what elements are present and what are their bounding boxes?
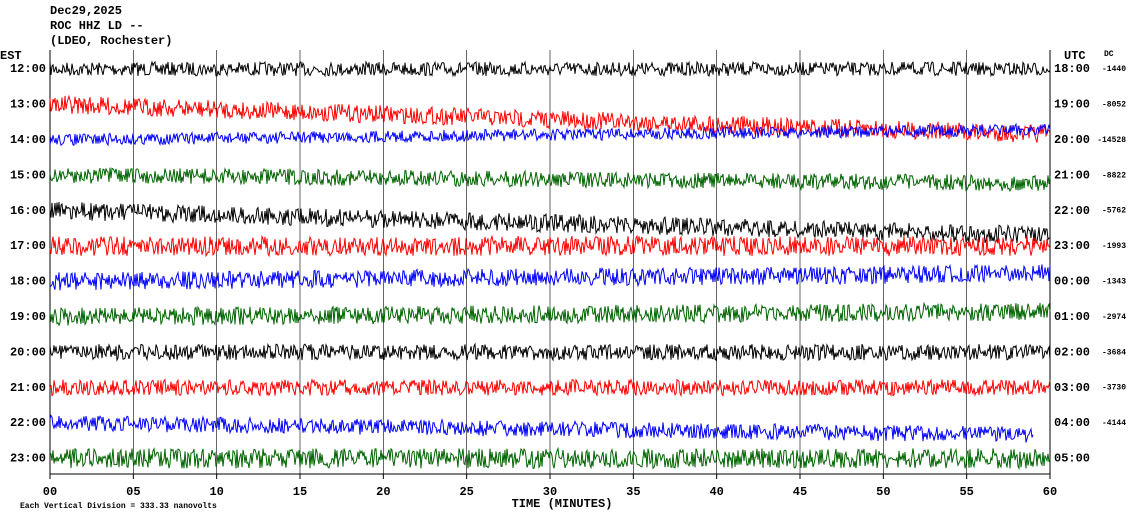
trace bbox=[49, 377, 1051, 398]
est-label: 22:00 bbox=[10, 416, 46, 430]
dc-label: -1343 bbox=[1102, 278, 1126, 287]
est-label: 21:00 bbox=[10, 381, 46, 395]
trace bbox=[49, 122, 1051, 147]
dc-label: DC bbox=[1104, 50, 1114, 59]
station-name: (LDEO, Rochester) bbox=[50, 34, 172, 48]
trace bbox=[49, 446, 1051, 471]
trace bbox=[49, 342, 1051, 362]
utc-label: 20:00 bbox=[1054, 133, 1090, 147]
utc-label: 02:00 bbox=[1054, 345, 1090, 359]
dc-label: -1993 bbox=[1102, 242, 1126, 251]
est-label: 19:00 bbox=[10, 310, 46, 324]
utc-label: 21:00 bbox=[1054, 168, 1090, 182]
x-tick-label: 25 bbox=[459, 485, 473, 499]
dc-label: -14528 bbox=[1097, 136, 1126, 145]
dc-label: -3730 bbox=[1102, 384, 1126, 393]
x-tick-label: 45 bbox=[793, 485, 807, 499]
utc-label: 00:00 bbox=[1054, 275, 1090, 289]
est-label: 17:00 bbox=[10, 239, 46, 253]
x-tick-label: 30 bbox=[543, 485, 557, 499]
dc-label: -2974 bbox=[1102, 313, 1126, 322]
utc-label: 22:00 bbox=[1054, 204, 1090, 218]
trace bbox=[49, 234, 1051, 258]
x-tick-label: 15 bbox=[293, 485, 307, 499]
left-axis-label: EST bbox=[0, 49, 22, 63]
trace bbox=[49, 94, 1051, 143]
dc-label: -3684 bbox=[1102, 348, 1126, 357]
trace bbox=[49, 60, 1051, 78]
x-tick-label: 20 bbox=[376, 485, 390, 499]
trace bbox=[49, 201, 1051, 244]
x-tick-label: 05 bbox=[126, 485, 140, 499]
est-label: 16:00 bbox=[10, 204, 46, 218]
x-tick-label: 55 bbox=[959, 485, 973, 499]
trace bbox=[49, 414, 1034, 443]
trace bbox=[49, 263, 1051, 291]
dc-label: -8822 bbox=[1102, 171, 1126, 180]
right-axis-label: UTC bbox=[1064, 49, 1086, 63]
station-code: ROC HHZ LD -- bbox=[50, 19, 144, 33]
est-label: 18:00 bbox=[10, 275, 46, 289]
est-label: 13:00 bbox=[10, 98, 46, 112]
utc-label: 05:00 bbox=[1054, 452, 1090, 466]
date-title: Dec29,2025 bbox=[50, 4, 122, 18]
x-tick-label: 40 bbox=[709, 485, 723, 499]
est-label: 14:00 bbox=[10, 133, 46, 147]
utc-label: 19:00 bbox=[1054, 98, 1090, 112]
dc-label: -1440 bbox=[1102, 65, 1126, 74]
x-tick-label: 35 bbox=[626, 485, 640, 499]
x-tick-label: 50 bbox=[876, 485, 890, 499]
est-label: 23:00 bbox=[10, 452, 46, 466]
trace bbox=[49, 301, 1051, 327]
dc-label: -8052 bbox=[1102, 101, 1126, 110]
footer-note: Each Vertical Division = 333.33 nanovolt… bbox=[20, 502, 217, 511]
x-tick-label: 00 bbox=[43, 485, 57, 499]
x-tick-label: 60 bbox=[1043, 485, 1057, 499]
utc-label: 04:00 bbox=[1054, 416, 1090, 430]
utc-label: 03:00 bbox=[1054, 381, 1090, 395]
traces bbox=[49, 50, 1051, 474]
dc-label: -5762 bbox=[1102, 207, 1126, 216]
est-label: 20:00 bbox=[10, 345, 46, 359]
utc-label: 23:00 bbox=[1054, 239, 1090, 253]
x-axis-label: TIME (MINUTES) bbox=[512, 497, 613, 511]
utc-label: 01:00 bbox=[1054, 310, 1090, 324]
est-label: 12:00 bbox=[10, 62, 46, 76]
utc-label: 18:00 bbox=[1054, 62, 1090, 76]
x-tick-label: 10 bbox=[209, 485, 223, 499]
dc-label: -4144 bbox=[1102, 419, 1126, 428]
trace bbox=[49, 167, 1051, 193]
est-label: 15:00 bbox=[10, 168, 46, 182]
